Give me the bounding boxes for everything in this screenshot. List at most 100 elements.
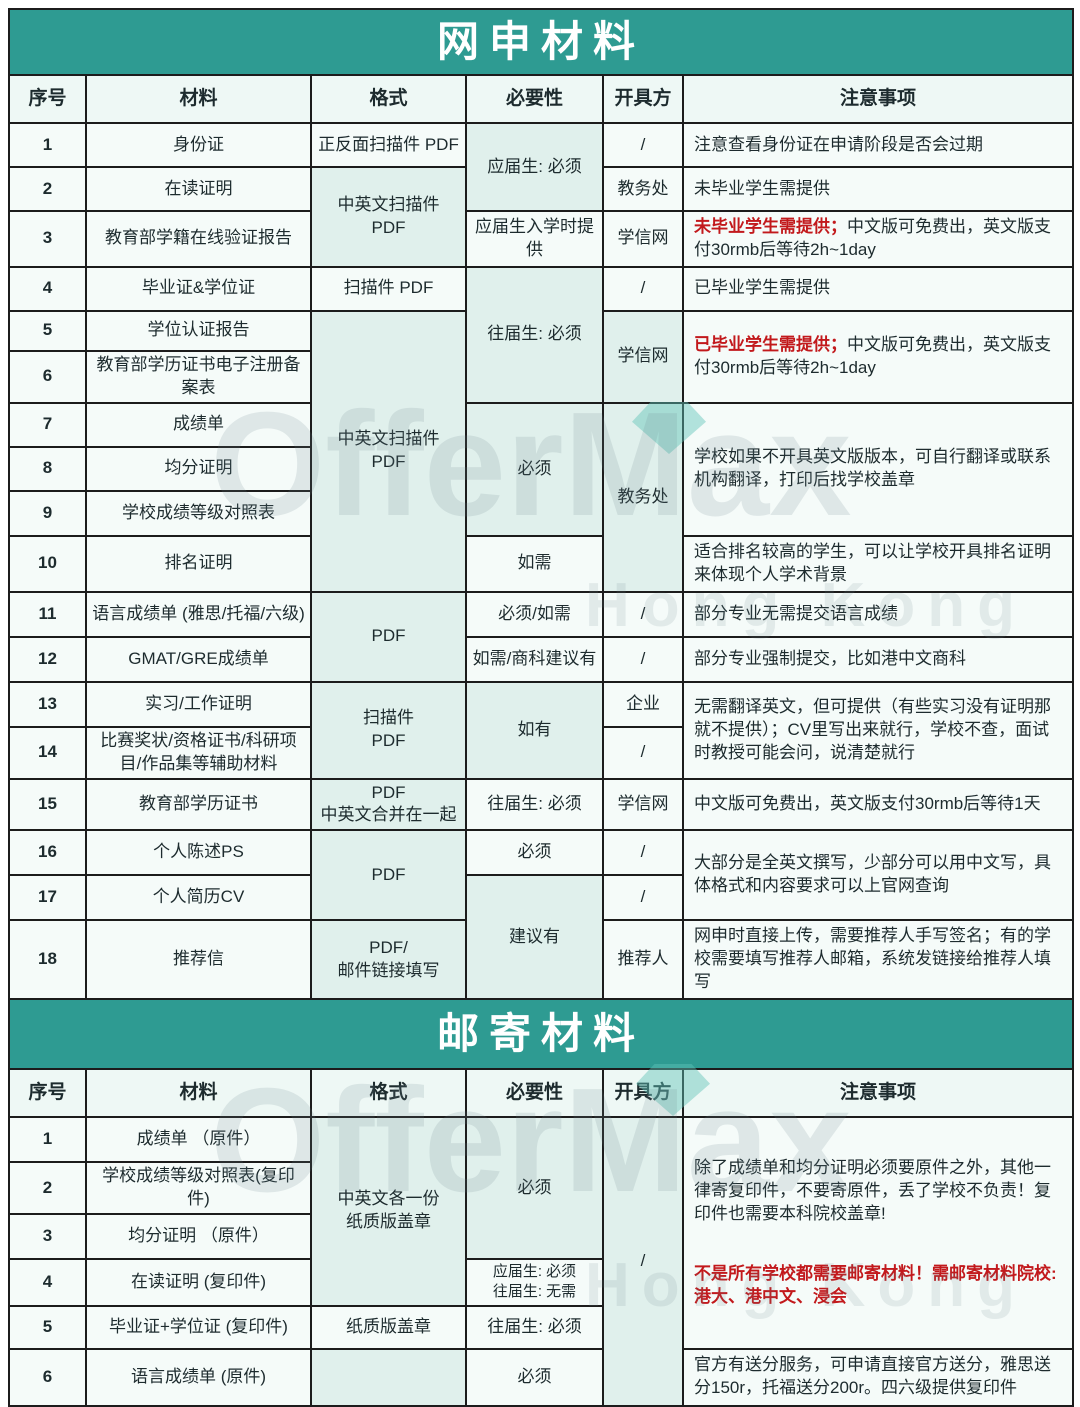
necessity-cell: 应届生入学时提供 <box>465 210 604 268</box>
table-row: 15 教育部学历证书 PDF 中英文合并在一起 往届生: 必须 学信网 中文版可… <box>8 777 1075 832</box>
necessity-cell: 应届生: 必须 往届生: 无需 <box>465 1258 604 1307</box>
col-header-necessity: 必要性 <box>465 1068 604 1119</box>
num-cell: 6 <box>8 1347 87 1407</box>
red-highlight: 不是所有学校都需要邮寄材料！需邮寄材料院校: 港大、港中文、浸会 <box>694 1263 1057 1306</box>
num-cell: 15 <box>8 777 87 832</box>
note-cell: 大部分是全英文撰写，少部分可以用中文写，具体格式和内容要求可以上官网查询 <box>681 829 1075 922</box>
num-cell: 3 <box>8 1213 87 1261</box>
material-cell: 在读证明 (复印件) <box>85 1258 312 1307</box>
necessity-cell: 必须 <box>465 1116 604 1261</box>
table-row: 18 推荐信 PDF/ 邮件链接填写 推荐人 网申时直接上传，需要推荐人手写签名… <box>8 919 1075 1001</box>
col-header-num: 序号 <box>8 1068 87 1119</box>
num-cell: 4 <box>8 1258 87 1307</box>
red-highlight: 未毕业学生需提供； <box>694 217 847 236</box>
material-cell: 比赛奖状/资格证书/科研项目/作品集等辅助材料 <box>85 725 312 780</box>
material-cell: 学校成绩等级对照表 <box>85 489 312 537</box>
format-cell: PDF <box>310 590 467 683</box>
table-row: 4 毕业证&学位证 扫描件 PDF 往届生: 必须 / 已毕业学生需提供 <box>8 265 1075 404</box>
table-row: 13 实习/工作证明 扫描件 PDF 如有 企业 无需翻译英文，但可提供（有些实… <box>8 680 1075 780</box>
note-cell: 中文版可免费出，英文版支付30rmb后等待1天 <box>681 777 1075 832</box>
material-cell: 实习/工作证明 <box>85 680 312 728</box>
format-cell: PDF <box>310 829 467 922</box>
table-row: 5 毕业证+学位证 (复印件) 纸质版盖章 往届生: 必须 <box>8 1304 1073 1350</box>
format-cell: 中英文扫描件 PDF <box>310 166 467 268</box>
material-cell: GMAT/GRE成绩单 <box>85 635 312 683</box>
issuer-cell: / <box>602 725 684 780</box>
col-header-issuer: 开具方 <box>602 74 684 124</box>
num-cell: 13 <box>8 680 87 728</box>
material-cell: 个人简历CV <box>85 874 312 922</box>
num-cell: 4 <box>8 265 87 312</box>
material-cell: 成绩单 <box>85 401 312 448</box>
necessity-cell: 必须 <box>465 829 604 877</box>
issuer-cell: 学信网 <box>602 210 684 268</box>
necessity-cell: 必须/如需 <box>465 590 604 638</box>
table-row: 8 均分证明 <box>8 445 1073 492</box>
necessity-cell: 应届生: 必须 <box>465 122 604 212</box>
table-row: 17 个人简历CV 建议有 / <box>8 874 1073 1001</box>
table-row: 3 均分证明 （原件） <box>8 1213 1073 1261</box>
num-cell: 12 <box>8 635 87 683</box>
issuer-cell: / <box>602 635 684 683</box>
necessity-cell: 如有 <box>465 680 604 780</box>
necessity-cell: 往届生: 必须 <box>465 777 604 832</box>
num-cell: 11 <box>8 590 87 638</box>
material-cell: 教育部学历证书 <box>85 777 312 832</box>
note-cell: 官方有送分服务，可申请直接官方送分，雅思送分150r，托福送分200r。四六级提… <box>681 1347 1075 1407</box>
table-row: 14 比赛奖状/资格证书/科研项目/作品集等辅助材料 / <box>8 725 1073 780</box>
red-highlight: 已毕业学生需提供； <box>694 334 847 354</box>
section-title-mail: 邮寄材料 <box>7 998 1075 1071</box>
necessity-cell: 如需 <box>465 534 604 593</box>
table-row: 9 学校成绩等级对照表 <box>8 489 1073 537</box>
note-cell: 部分专业无需提交语言成绩 <box>681 590 1075 638</box>
material-cell: 在读证明 <box>85 166 312 212</box>
infographic-page: { "colors":{"band_teal":"#2e9b92","highl… <box>0 8 1080 1407</box>
issuer-cell: 学信网 <box>602 309 684 404</box>
num-cell: 6 <box>8 349 87 404</box>
num-cell: 7 <box>8 401 87 448</box>
note-cell: 部分专业强制提交，比如港中文商科 <box>681 635 1075 683</box>
col-header-notes: 注意事项 <box>681 1068 1075 1119</box>
table-row: 12 GMAT/GRE成绩单 如需/商科建议有 / 部分专业强制提交，比如港中文… <box>8 635 1075 683</box>
issuer-cell: 教务处 <box>602 401 684 593</box>
table-row: 6 语言成绩单 (原件) 必须 官方有送分服务，可申请直接官方送分，雅思送分15… <box>8 1347 1075 1407</box>
material-cell: 教育部学历证书电子注册备案表 <box>85 349 312 404</box>
col-header-format: 格式 <box>310 1068 467 1119</box>
col-header-format: 格式 <box>310 74 467 124</box>
issuer-cell: 学信网 <box>602 777 684 832</box>
issuer-cell: / <box>602 1116 684 1407</box>
note-cell: 学校如果不开具英文版版本，可自行翻译或联系机构翻译，打印后找学校盖章 <box>681 401 1075 537</box>
num-cell: 14 <box>8 725 87 780</box>
note-cell: 已毕业学生需提供 <box>681 265 1075 312</box>
note-paragraph: 除了成绩单和均分证明必须要原件之外，其他一律寄复印件，不要寄原件，丢了学校不负责… <box>694 1158 1051 1223</box>
num-cell: 1 <box>8 122 87 168</box>
issuer-cell: 推荐人 <box>602 919 684 1001</box>
table-row: 6 教育部学历证书电子注册备案表 <box>8 349 1073 404</box>
table-row: 5 学位认证报告 中英文扫描件 PDF 学信网 已毕业学生需提供；中文版可免费出… <box>8 309 1075 593</box>
format-cell: 扫描件 PDF <box>310 680 467 780</box>
issuer-cell: 企业 <box>602 680 684 728</box>
issuer-cell: / <box>602 265 684 312</box>
table-row: 11 语言成绩单 (雅思/托福/六级) PDF 必须/如需 / 部分专业无需提交… <box>8 590 1075 683</box>
issuer-cell: / <box>602 122 684 168</box>
note-cell: 注意查看身份证在申请阶段是否会过期 <box>681 122 1075 168</box>
material-cell: 均分证明 （原件） <box>85 1213 312 1261</box>
format-cell: 扫描件 PDF <box>310 265 467 312</box>
table-row: 1 成绩单 （原件） 中英文各一份 纸质版盖章 必须 / 除了成绩单和均分证明必… <box>8 1116 1075 1407</box>
section-title-online: 网申材料 <box>7 8 1075 76</box>
num-cell: 18 <box>8 919 87 1001</box>
note-cell: 未毕业学生需提供 <box>681 166 1075 212</box>
num-cell: 2 <box>8 166 87 212</box>
necessity-cell: 必须 <box>465 1347 604 1407</box>
material-cell: 成绩单 （原件） <box>85 1116 312 1164</box>
note-cell: 未毕业学生需提供；中文版可免费出，英文版支付30rmb后等待2h~1day <box>681 210 1075 268</box>
col-header-necessity: 必要性 <box>465 74 604 124</box>
material-cell: 均分证明 <box>85 445 312 492</box>
col-header-num: 序号 <box>8 74 87 124</box>
col-header-notes: 注意事项 <box>681 74 1075 124</box>
note-cell: 除了成绩单和均分证明必须要原件之外，其他一律寄复印件，不要寄原件，丢了学校不负责… <box>681 1116 1075 1350</box>
format-cell: 中英文扫描件 PDF <box>310 309 467 593</box>
table-row: 2 学校成绩等级对照表(复印件) <box>8 1161 1073 1216</box>
material-cell: 毕业证+学位证 (复印件) <box>85 1304 312 1350</box>
note-cell: 无需翻译英文，但可提供（有些实习没有证明那就不提供）；CV里写出来就行，学校不查… <box>681 680 1075 780</box>
